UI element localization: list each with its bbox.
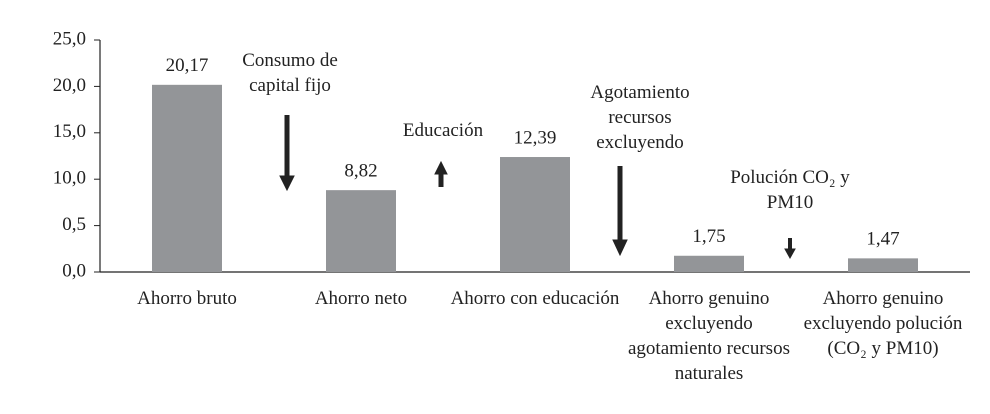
arrow-head xyxy=(279,175,295,192)
bar xyxy=(500,157,570,272)
x-tick-label: Ahorro neto xyxy=(314,288,408,309)
y-tick-label: 10,0 xyxy=(53,168,86,189)
value-label: 12,39 xyxy=(514,127,557,148)
annotation: Consumo de capital fijo xyxy=(242,50,338,96)
y-tick-label: 0,0 xyxy=(62,260,86,281)
value-label: 20,17 xyxy=(166,55,209,76)
arrow-head xyxy=(434,160,448,175)
y-tick-label: 20,0 xyxy=(53,75,86,96)
bar xyxy=(152,84,222,272)
annotation: Agotamiento recursos excluyendo xyxy=(590,82,690,153)
bar xyxy=(848,258,918,272)
x-tick-label: Ahorro genuino excluyendo polución (CO₂ … xyxy=(803,288,963,359)
y-tick-label: 0,5 xyxy=(62,214,86,235)
x-tick-label: Ahorro con educación xyxy=(450,288,620,309)
y-tick-label: 15,0 xyxy=(53,121,86,142)
arrow-head xyxy=(612,239,628,257)
value-label: 1,47 xyxy=(866,229,899,250)
bar xyxy=(674,255,744,272)
x-tick-label: Ahorro genuino excluyendo agotamiento re… xyxy=(628,288,790,384)
y-tick-label: 25,0 xyxy=(53,28,86,49)
value-label: 1,75 xyxy=(692,226,725,247)
value-label: 8,82 xyxy=(344,161,377,182)
x-tick-label: Ahorro bruto xyxy=(137,288,237,309)
annotation: Polución CO₂ y PM10 xyxy=(730,167,850,213)
bar xyxy=(326,190,396,272)
arrow-head xyxy=(784,248,796,260)
annotation: Educación xyxy=(402,120,484,141)
arrows xyxy=(279,115,796,260)
